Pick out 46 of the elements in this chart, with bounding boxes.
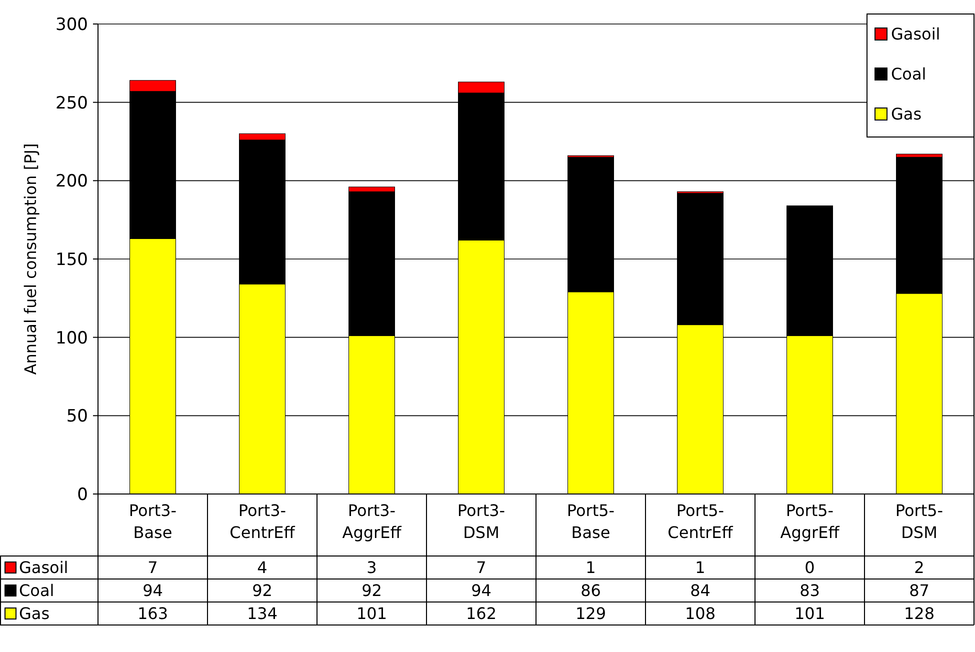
y-tick-label: 250: [56, 93, 88, 114]
x-tick-label: Port3-DSM: [457, 501, 506, 542]
data-label: 129: [575, 604, 606, 624]
data-label: 134: [246, 604, 278, 624]
data-label: 1: [695, 558, 706, 578]
x-tick-label: Port5-AggrEff: [780, 501, 840, 542]
data-label: 163: [137, 604, 168, 624]
data-label: 84: [690, 581, 710, 600]
data-label: 3: [366, 558, 377, 578]
y-tick-label: 150: [56, 250, 88, 270]
y-tick-label: 200: [56, 172, 88, 192]
legend-label: Coal: [891, 64, 926, 84]
data-label: 83: [800, 581, 820, 600]
x-tick-label: Port3-AggrEff: [342, 501, 402, 542]
data-label: 4: [257, 558, 268, 578]
data-label: 2: [914, 558, 924, 578]
data-label: 86: [580, 581, 601, 600]
x-tick-label: Port5-DSM: [895, 501, 944, 542]
data-label: 128: [904, 604, 935, 624]
data-label: 87: [909, 581, 930, 600]
data-label: 162: [466, 604, 497, 624]
data-label: 101: [794, 604, 826, 624]
data-label: 1: [586, 558, 596, 578]
y-tick-label: 300: [56, 14, 88, 35]
text: Gas: [19, 604, 50, 624]
data-label: 92: [362, 581, 382, 600]
y-tick-label: 100: [56, 328, 88, 348]
data-label: 108: [684, 604, 716, 624]
text: Coal: [19, 581, 54, 600]
data-label: 94: [471, 581, 492, 600]
data-label: 92: [252, 581, 272, 600]
x-tick-label: Port5-CentrEff: [668, 501, 734, 542]
y-tick-label: 50: [66, 406, 88, 427]
data-label: 7: [476, 558, 486, 578]
data-label: 101: [356, 604, 388, 624]
y-axis-title: Annual fuel consumption [PJ]: [21, 143, 40, 375]
legend-label: Gasoil: [891, 24, 940, 44]
data-label: 94: [142, 581, 163, 600]
legend-label: Gas: [891, 104, 922, 124]
text: Gasoil: [19, 558, 68, 578]
x-tick-label: Port3-CentrEff: [230, 501, 296, 542]
y-tick-label: 0: [77, 484, 88, 505]
data-label: 0: [804, 558, 815, 578]
data-label: 7: [148, 558, 158, 578]
x-tick-label: Port5-Base: [566, 501, 615, 542]
x-tick-label: Port3-Base: [128, 501, 177, 542]
